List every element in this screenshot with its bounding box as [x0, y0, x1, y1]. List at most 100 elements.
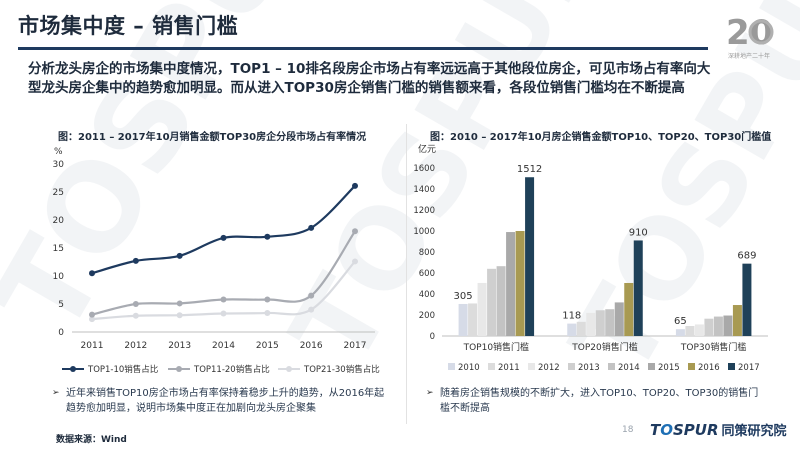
anniversary-20-logo: 20 深耕地产二十年	[726, 13, 774, 60]
legend-label: 2016	[698, 363, 720, 373]
brand-letter-t: T	[650, 421, 661, 439]
brand-letter-o: O	[660, 421, 673, 439]
x-tick-label: 2014	[212, 341, 235, 351]
y-tick-label: 15	[53, 244, 64, 254]
bar-2011-0	[468, 303, 478, 336]
legend-marker-icon	[176, 366, 182, 372]
bar-2015-0	[506, 232, 516, 336]
page-title: 市场集中度 – 销售门槛	[18, 14, 239, 38]
data-point	[176, 300, 183, 307]
data-point	[132, 312, 139, 319]
data-point	[89, 316, 95, 323]
data-point	[220, 310, 227, 317]
data-point	[89, 311, 95, 318]
title-underline	[18, 47, 708, 50]
brand-letters-spur: SPUR	[673, 421, 719, 439]
bar-2016-2	[732, 305, 742, 336]
bar-2013-0	[487, 268, 497, 336]
data-label: 305	[454, 291, 473, 302]
legend-label: TOP1-10销售占比	[87, 364, 158, 375]
bar-2010-2	[675, 329, 685, 336]
bar-2017-2	[742, 263, 752, 336]
x-tick-label: 2011	[81, 341, 104, 351]
bar-2010-1	[567, 323, 577, 336]
y-tick-label: 600	[419, 269, 435, 279]
bar-2016-0	[515, 231, 525, 336]
y-tick-label: 30	[53, 160, 65, 170]
data-point	[132, 301, 139, 307]
bar-2013-2	[704, 318, 714, 336]
legend-swatch-icon	[528, 363, 535, 370]
legend-marker-icon	[286, 366, 292, 372]
bar-2015-2	[723, 315, 733, 336]
x-tick-label: 2012	[124, 341, 147, 351]
legend-swatch-icon	[448, 363, 455, 370]
bar-2012-2	[694, 324, 704, 336]
data-label: 1512	[517, 164, 542, 175]
y-tick-label: 800	[419, 248, 435, 258]
bar-2017-0	[525, 177, 535, 336]
x-tick-label: 2013	[168, 341, 191, 351]
bullet-arrow-icon: ➢	[52, 388, 60, 398]
market-share-line-chart: % 0 5 10 15 20 25 30 2011 2012 2013 2014 2015 2016 201…	[53, 147, 380, 375]
y-axis-unit: %	[54, 147, 63, 157]
tospur-brand-logo: TOSPUR 同策研究院	[650, 420, 787, 439]
bar-2010-0	[458, 303, 468, 336]
bar-2014-2	[713, 316, 723, 336]
legend-label: 2014	[618, 363, 640, 373]
y-tick-label: 400	[419, 290, 435, 300]
bar-2014-1	[605, 309, 615, 336]
data-point	[264, 296, 271, 303]
chart-divider	[406, 124, 407, 424]
data-point	[176, 252, 183, 259]
x-tick-label: 2016	[300, 341, 323, 351]
y-tick-label: 25	[53, 188, 64, 198]
sales-threshold-bar-chart: 亿元 0 200 400 600 800 1000 1200 1400 1600 TOP10销售门槛…	[413, 143, 768, 373]
legend-label: TOP21-30销售占比	[303, 364, 380, 375]
x-tick-label: 2015	[256, 341, 279, 351]
legend-label: 2017	[738, 363, 760, 373]
bar-2011-1	[576, 321, 586, 336]
data-label: 910	[629, 227, 648, 238]
y-tick-label: 0	[430, 332, 435, 342]
bar-2011-2	[685, 326, 695, 336]
y-tick-label: 1600	[413, 164, 435, 174]
data-point	[264, 233, 271, 240]
y-tick-label: 10	[53, 272, 65, 282]
left-chart-note-text: 近年来销售TOP10房企市场占有率保持着稳步上升的趋势，从2016年起趋势愈加明…	[66, 388, 385, 414]
y-axis-unit: 亿元	[418, 143, 436, 155]
bar-2012-1	[586, 312, 596, 336]
y-tick-label: 1000	[413, 227, 435, 237]
bar-2017-1	[633, 240, 643, 336]
logo-ring-icon	[748, 19, 774, 45]
legend-swatch-icon	[648, 363, 655, 370]
logo-subtitle: 深耕地产二十年	[728, 52, 770, 60]
data-label: 118	[562, 311, 581, 322]
data-point	[89, 270, 95, 277]
y-tick-label: 1400	[413, 185, 435, 195]
data-point	[308, 306, 315, 313]
right-chart-caption: 图：2010 – 2017年10月房企销售金额TOP10、TOP20、TOP30…	[430, 132, 772, 143]
category-label: TOP10销售门槛	[463, 341, 529, 353]
data-point	[352, 228, 358, 235]
data-point	[176, 312, 183, 319]
y-tick-label: 1200	[413, 206, 435, 216]
data-point	[352, 258, 358, 265]
category-label: TOP30销售门槛	[680, 341, 746, 353]
legend-label: 2015	[658, 363, 680, 373]
bar-2015-1	[614, 302, 624, 336]
x-tick-label: 2017	[344, 341, 367, 351]
data-point	[220, 234, 227, 241]
y-tick-label: 200	[419, 311, 435, 321]
legend-label: 2013	[578, 363, 600, 373]
legend-label: 2012	[538, 363, 560, 373]
data-point	[132, 257, 139, 264]
legend-swatch-icon	[608, 363, 615, 370]
legend-label: 2010	[458, 363, 480, 373]
bar-2013-1	[595, 310, 605, 336]
data-label: 65	[674, 316, 687, 327]
brand-chinese: 同策研究院	[721, 424, 787, 439]
data-point	[264, 309, 271, 316]
bullet-arrow-icon: ➢	[426, 388, 434, 398]
bar-2016-1	[624, 282, 634, 336]
